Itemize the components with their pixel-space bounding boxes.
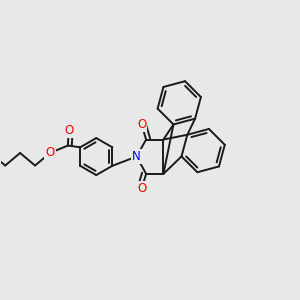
Text: O: O bbox=[45, 146, 55, 160]
Text: N: N bbox=[132, 150, 141, 163]
Text: O: O bbox=[64, 124, 74, 137]
Text: O: O bbox=[137, 182, 146, 195]
Text: O: O bbox=[137, 118, 146, 131]
